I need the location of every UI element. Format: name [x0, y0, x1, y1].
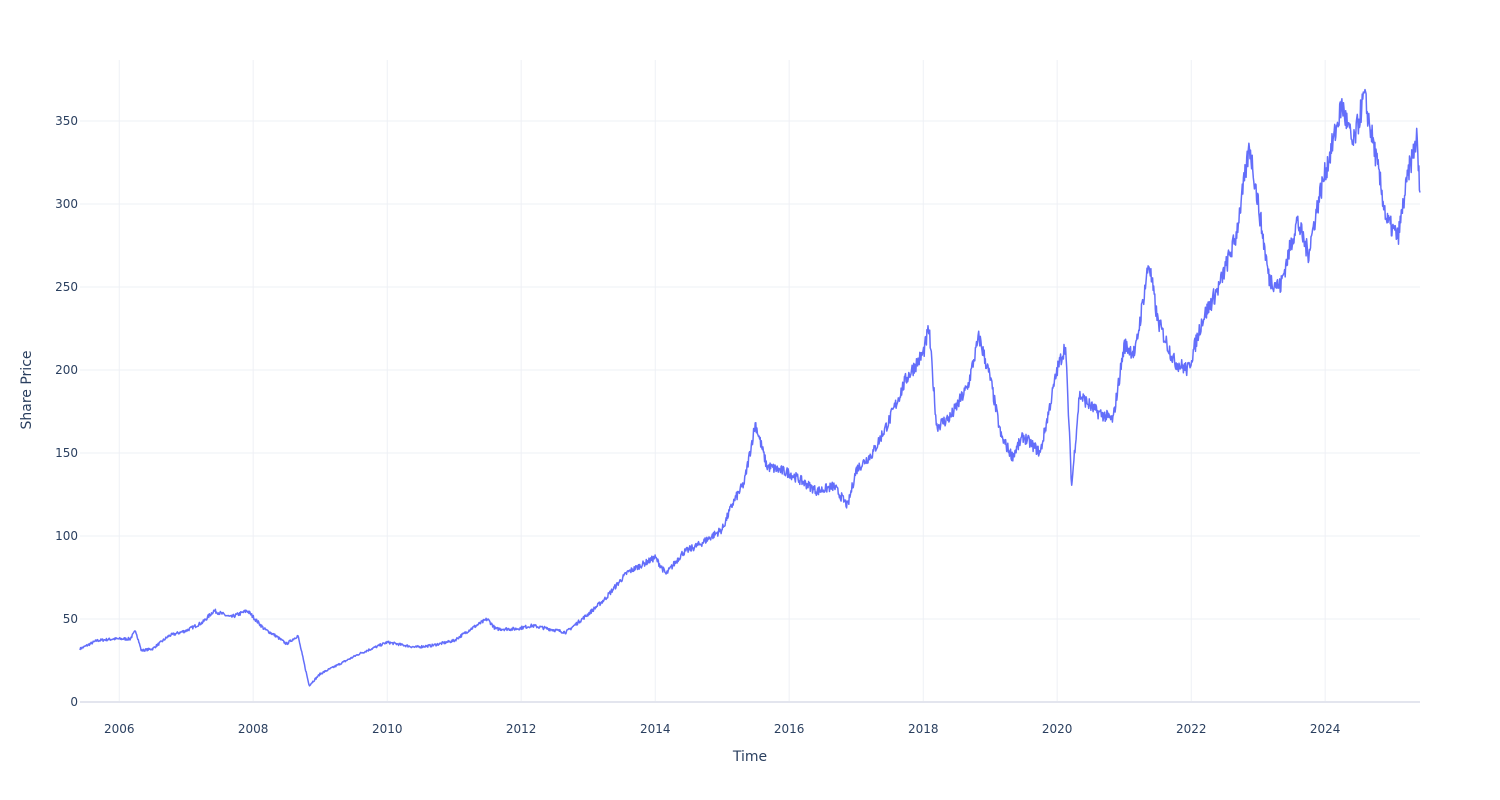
y-tick-label: 200 — [55, 363, 78, 377]
y-axis-ticks: 0 50 100 150 200 250 300 350 — [55, 114, 78, 709]
x-tick-label: 2016 — [774, 722, 805, 736]
grid — [80, 60, 1420, 703]
x-axis-title: Time — [732, 749, 767, 765]
x-tick-label: 2010 — [372, 722, 403, 736]
x-tick-label: 2022 — [1176, 722, 1207, 736]
x-tick-label: 2012 — [506, 722, 537, 736]
y-tick-label: 100 — [55, 529, 78, 543]
y-tick-label: 250 — [55, 280, 78, 294]
x-tick-label: 2008 — [238, 722, 269, 736]
share-price-line — [79, 88, 1421, 687]
x-tick-label: 2020 — [1042, 722, 1073, 736]
y-tick-label: 300 — [55, 197, 78, 211]
x-tick-label: 2024 — [1310, 722, 1341, 736]
y-tick-label: 0 — [70, 695, 78, 709]
x-tick-label: 2006 — [104, 722, 135, 736]
y-tick-label: 50 — [63, 612, 78, 626]
x-axis-ticks: 2006 2008 2010 2012 2014 2016 2018 2020 2022 2024 — [104, 722, 1340, 736]
y-tick-label: 150 — [55, 446, 78, 460]
y-tick-label: 350 — [55, 114, 78, 128]
x-tick-label: 2018 — [908, 722, 939, 736]
x-tick-label: 2014 — [640, 722, 671, 736]
y-axis-title: Share Price — [19, 350, 35, 429]
